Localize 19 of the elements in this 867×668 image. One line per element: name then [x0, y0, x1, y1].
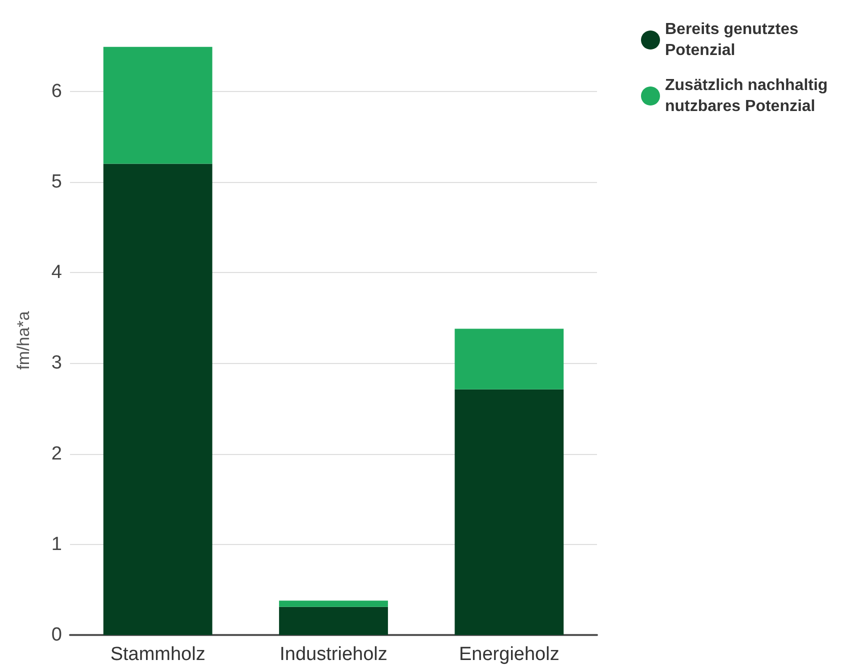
bar: [454, 389, 564, 635]
bar: [103, 164, 212, 635]
y-tick-label: 2: [51, 443, 62, 464]
y-tick-label: 4: [51, 262, 62, 284]
bar: [454, 328, 564, 390]
legend-label: Zusätzlich nachhaltig nutzbares Potenzial: [665, 77, 832, 115]
x-tick-label: Stammholz: [110, 644, 206, 665]
x-tick-label: Industrieholz: [280, 644, 388, 665]
bar: [279, 600, 388, 607]
bar: [279, 606, 388, 635]
y-tick-label: 3: [51, 352, 62, 374]
legend-label: Bereits genutztes Potenzial: [665, 21, 803, 59]
y-tick-label: 5: [51, 171, 62, 192]
y-tick-label: 1: [51, 534, 62, 555]
x-tick-label: Energieholz: [458, 644, 560, 665]
y-tick-label: 6: [51, 80, 62, 102]
y-axis-title: fm/ha*a: [14, 310, 33, 370]
bar: [103, 46, 212, 164]
y-tick-label: 0: [51, 624, 62, 646]
